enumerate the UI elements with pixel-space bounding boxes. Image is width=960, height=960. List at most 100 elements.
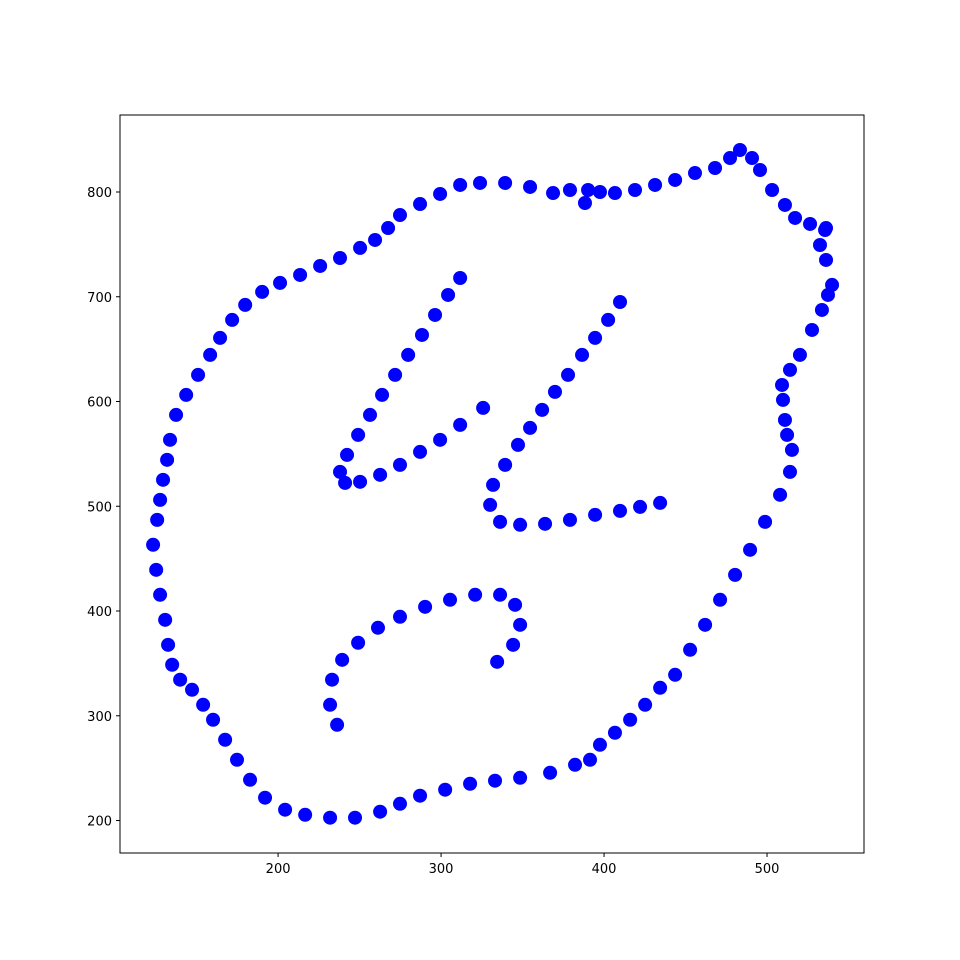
point (568, 757, 583, 772)
point (819, 252, 834, 267)
point (775, 392, 790, 407)
x-tick-label: 400 (592, 862, 617, 877)
point (683, 642, 698, 657)
point (293, 267, 308, 282)
point (373, 467, 388, 482)
point (653, 495, 668, 510)
point (601, 312, 616, 327)
point (562, 183, 577, 198)
point (196, 697, 211, 712)
point (413, 788, 428, 803)
point (146, 537, 161, 552)
point (313, 258, 328, 273)
point (483, 497, 498, 512)
point (392, 609, 407, 624)
point (575, 347, 590, 362)
point (814, 302, 829, 317)
point (335, 652, 350, 667)
y-tick-label: 700 (87, 291, 112, 306)
point (333, 464, 348, 479)
point (506, 637, 521, 652)
point (510, 437, 525, 452)
point (562, 512, 577, 527)
point (780, 427, 795, 442)
point (160, 452, 175, 467)
point (488, 773, 503, 788)
point (588, 507, 603, 522)
point (153, 492, 168, 507)
point (156, 472, 171, 487)
point (753, 162, 768, 177)
point (783, 464, 798, 479)
point (792, 347, 807, 362)
point (777, 197, 792, 212)
point (363, 407, 378, 422)
point (577, 195, 592, 210)
point (588, 330, 603, 345)
point (543, 765, 558, 780)
point (728, 567, 743, 582)
y-tick-label: 200 (87, 815, 112, 830)
point (493, 587, 508, 602)
point (381, 221, 396, 236)
point (428, 307, 443, 322)
point (783, 362, 798, 377)
point (338, 475, 353, 490)
point (392, 457, 407, 472)
point (298, 807, 313, 822)
point (153, 587, 168, 602)
point (453, 417, 468, 432)
point (330, 717, 345, 732)
point (508, 597, 523, 612)
point (179, 387, 194, 402)
point (238, 297, 253, 312)
point (413, 197, 428, 212)
point (490, 654, 505, 669)
point (758, 514, 773, 529)
point (592, 737, 607, 752)
point (476, 400, 491, 415)
point (523, 420, 538, 435)
point (473, 175, 488, 190)
point (258, 790, 273, 805)
point (773, 487, 788, 502)
point (498, 457, 513, 472)
point (513, 517, 528, 532)
point (535, 402, 550, 417)
y-tick-label: 300 (87, 710, 112, 725)
point (523, 179, 538, 194)
point (230, 752, 245, 767)
point (418, 599, 433, 614)
point (805, 322, 820, 337)
point (351, 427, 366, 442)
point (443, 592, 458, 607)
y-tick-label: 500 (87, 500, 112, 515)
point (713, 592, 728, 607)
point (513, 770, 528, 785)
point (653, 680, 668, 695)
point (433, 186, 448, 201)
point (373, 804, 388, 819)
point (243, 772, 258, 787)
point (173, 672, 188, 687)
point (698, 617, 713, 632)
point (413, 444, 428, 459)
point (819, 221, 834, 236)
point (607, 725, 622, 740)
point (169, 407, 184, 422)
point (613, 294, 628, 309)
point (765, 183, 780, 198)
point (325, 672, 340, 687)
point (368, 232, 383, 247)
point (732, 142, 747, 157)
point (278, 802, 293, 817)
point (638, 697, 653, 712)
point (633, 499, 648, 514)
point (203, 347, 218, 362)
point (353, 240, 368, 255)
point (613, 503, 628, 518)
point (348, 810, 363, 825)
point (213, 330, 228, 345)
point (323, 810, 338, 825)
